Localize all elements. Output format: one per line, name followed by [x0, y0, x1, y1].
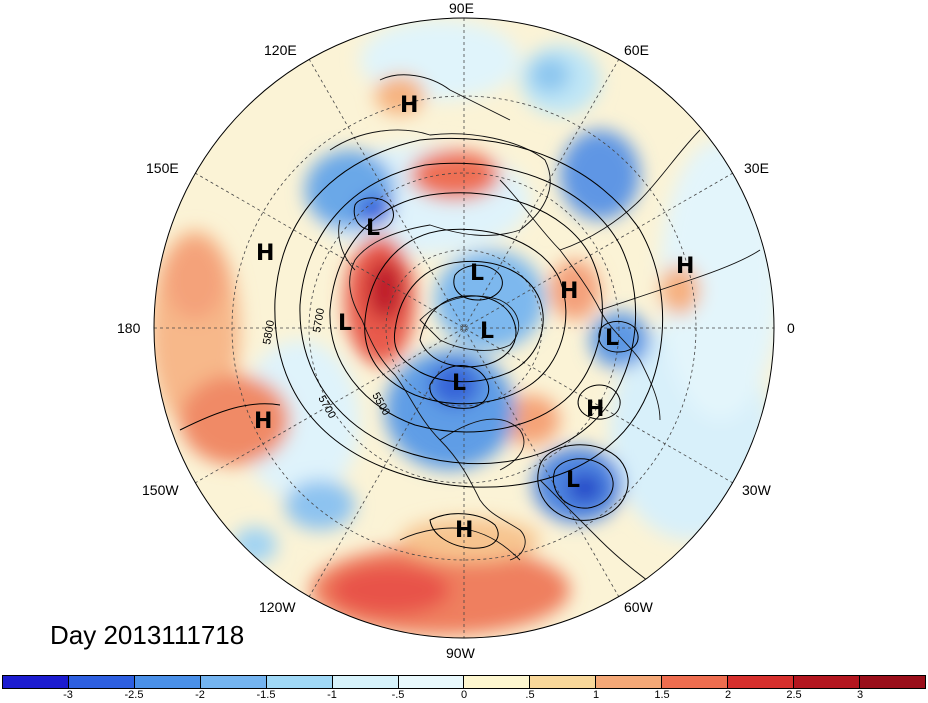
colorbar-swatch — [200, 676, 267, 688]
lon-label-180: 180 — [117, 320, 141, 336]
colorbar-swatch — [464, 676, 531, 688]
colorbar-tick-label: -.5 — [391, 689, 405, 701]
low-pressure-label: L — [366, 216, 380, 241]
colorbar-tick-label: 1.5 — [654, 689, 670, 701]
lon-label-90e: 90E — [449, 0, 474, 16]
high-pressure-label: H — [455, 518, 473, 543]
height-contours — [179, 137, 664, 549]
lon-label-120e: 120E — [264, 42, 297, 58]
colorbar-swatch — [134, 676, 201, 688]
contour-label-5700: 5700 — [311, 307, 327, 333]
colorbar-tick-label: 2.5 — [786, 689, 802, 701]
colorbar-tick-label: -2.5 — [124, 689, 144, 701]
low-pressure-label: L — [338, 311, 352, 336]
low-pressure-label: L — [605, 326, 619, 351]
lon-label-0: 0 — [787, 320, 795, 336]
low-pressure-label: L — [480, 319, 494, 344]
colorbar-tick-label: -1 — [327, 689, 337, 701]
coastlines — [329, 74, 761, 591]
colorbar-tick-label: -3 — [63, 689, 73, 701]
colorbar-swatch — [596, 676, 663, 688]
high-pressure-label: H — [400, 93, 418, 118]
lon-label-30e: 30E — [744, 160, 769, 176]
colorbar-tick-label: -2 — [195, 689, 205, 701]
colorbar-swatch — [859, 676, 925, 688]
graticule — [154, 18, 774, 638]
colorbar-tick-label: 1 — [592, 689, 600, 701]
pressure-systems: H L H L L L L L H H L H H H — [254, 93, 694, 543]
contour-label-5800: 5800 — [261, 319, 277, 345]
colorbar-tick-label: 0 — [460, 689, 468, 701]
high-pressure-label: H — [254, 409, 272, 434]
colorbar-tick-label: 2 — [724, 689, 732, 701]
lon-label-60e: 60E — [624, 42, 649, 58]
low-pressure-label: L — [566, 468, 580, 493]
day-title: Day 2013111718 — [50, 620, 245, 650]
colorbar-swatch — [662, 676, 729, 688]
colorbar-swatch — [68, 676, 135, 688]
polar-map: 5800 5700 5700 5500 H L H L L L L L H H … — [117, 0, 795, 661]
colorbar-swatch — [530, 676, 597, 688]
high-pressure-label: H — [560, 279, 578, 304]
colorbar — [2, 675, 926, 689]
colorbar-swatch — [728, 676, 795, 688]
high-pressure-label: H — [586, 397, 604, 422]
colorbar-swatch — [3, 676, 69, 688]
anomaly-field: 5800 5700 5700 5500 H L H L L L L L H H … — [154, 18, 774, 638]
lon-label-30w: 30W — [742, 482, 772, 498]
colorbar-tick-label: 3 — [856, 689, 864, 701]
lon-label-60w: 60W — [624, 599, 654, 615]
longitude-labels: 90E 60E 30E 0 30W 60W 90W 120W 150W 180 … — [117, 0, 795, 661]
lon-label-150w: 150W — [142, 482, 179, 498]
colorbar-tick-label: .5 — [525, 689, 535, 701]
colorbar-swatch — [332, 676, 399, 688]
colorbar-tick-label: -1.5 — [256, 689, 276, 701]
lon-label-120w: 120W — [259, 599, 296, 615]
high-pressure-label: H — [256, 241, 274, 266]
colorbar-swatch — [794, 676, 860, 688]
colorbar-swatch — [266, 676, 333, 688]
low-pressure-label: L — [452, 371, 466, 396]
map-border — [153, 17, 775, 639]
lon-label-150e: 150E — [146, 160, 179, 176]
low-pressure-label: L — [470, 261, 484, 286]
colorbar-swatch — [398, 676, 465, 688]
lon-label-90w: 90W — [446, 645, 476, 661]
high-pressure-label: H — [676, 254, 694, 279]
colorbar-labels: -3 -2.5 -2 -1.5 -1 -.5 0 .5 1 1.5 2 2.5 3 — [0, 689, 928, 703]
